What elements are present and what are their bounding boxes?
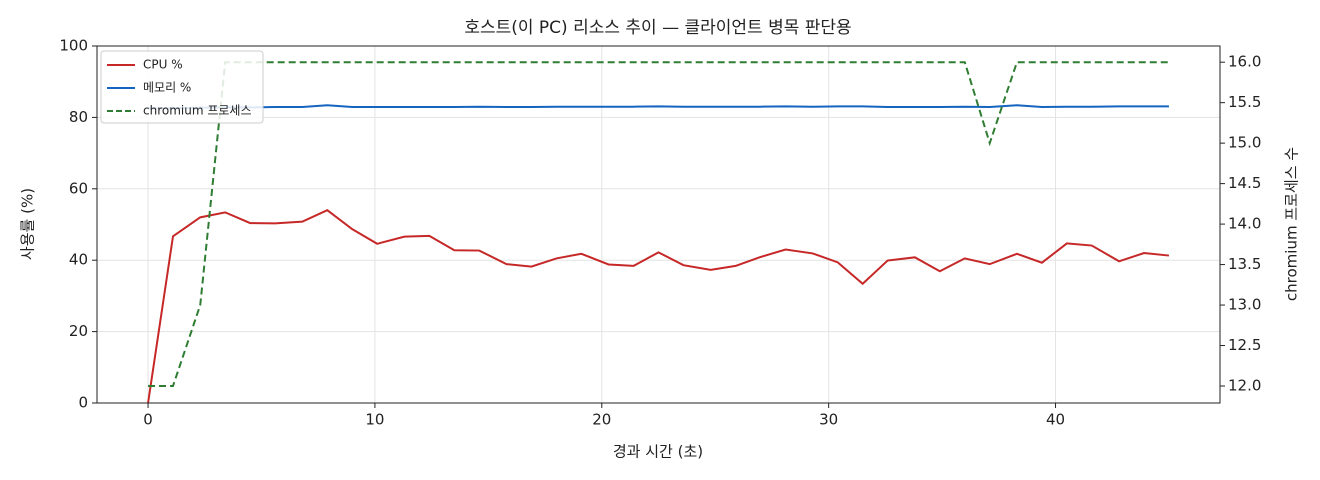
y2-tick-label: 15.5 bbox=[1228, 93, 1261, 111]
y2-tick-label: 13.5 bbox=[1228, 255, 1261, 273]
y-tick-label: 100 bbox=[59, 37, 88, 55]
y-tick-label: 0 bbox=[78, 394, 88, 412]
y2-tick-label: 12.0 bbox=[1228, 377, 1261, 395]
x-tick-label: 0 bbox=[143, 411, 153, 429]
series-line bbox=[148, 104, 1169, 110]
legend-label: CPU % bbox=[143, 58, 183, 72]
chart-title: 호스트(이 PC) 리소스 추이 — 클라이언트 병목 판단용 bbox=[464, 18, 851, 38]
y2-tick-label: 14.0 bbox=[1228, 215, 1261, 233]
y2-axis-label: chromium 프로세스 수 bbox=[1283, 147, 1301, 301]
legend-label: 메모리 % bbox=[143, 81, 191, 95]
y2-tick-label: 16.0 bbox=[1228, 53, 1261, 71]
y-tick-label: 20 bbox=[69, 322, 88, 340]
y-tick-label: 60 bbox=[69, 179, 88, 197]
y2-tick-label: 13.0 bbox=[1228, 296, 1261, 314]
series-line bbox=[148, 61, 1169, 387]
y-tick-label: 40 bbox=[69, 251, 88, 269]
y-tick-label: 80 bbox=[69, 108, 88, 126]
legend-box bbox=[100, 50, 264, 124]
y2-tick-label: 14.5 bbox=[1228, 174, 1261, 192]
x-tick-label: 20 bbox=[592, 411, 611, 429]
y-axis-label: 사용률 (%) bbox=[19, 188, 37, 260]
x-axis-label: 경과 시간 (초) bbox=[613, 443, 703, 461]
y2-tick-label: 12.5 bbox=[1228, 336, 1261, 354]
x-tick-label: 10 bbox=[365, 411, 384, 429]
x-tick-label: 30 bbox=[819, 411, 838, 429]
y2-tick-label: 15.0 bbox=[1228, 134, 1261, 152]
x-tick-label: 40 bbox=[1046, 411, 1065, 429]
legend-label: chromium 프로세스 bbox=[143, 104, 252, 118]
plot-frame bbox=[96, 45, 1221, 404]
series-line bbox=[147, 209, 1170, 404]
